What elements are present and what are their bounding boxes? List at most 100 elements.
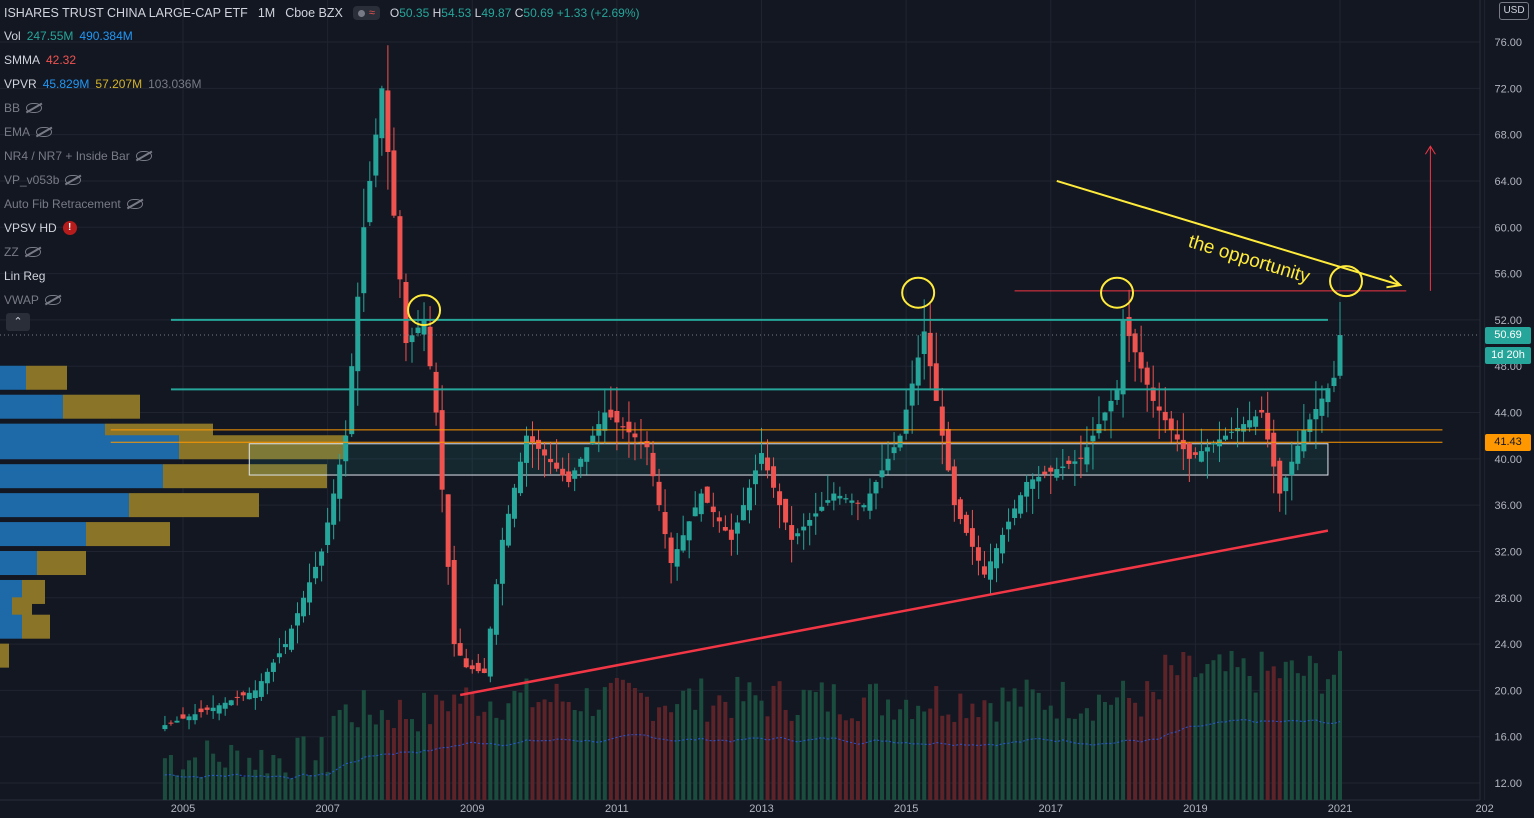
volume-bar (446, 711, 451, 800)
volume-bar (542, 699, 547, 800)
candle-body (704, 486, 710, 503)
indicator-row[interactable]: EMA (4, 120, 784, 144)
eye-hidden-icon[interactable] (36, 127, 53, 137)
y-axis-tick-label: 52.00 (1494, 315, 1522, 327)
candle-body (626, 421, 632, 433)
indicator-row[interactable]: VWAP (4, 288, 784, 312)
volume-bar (1301, 675, 1306, 800)
eye-hidden-icon[interactable] (65, 175, 82, 185)
candle-body (1289, 461, 1295, 476)
x-axis-tick-label: 2007 (315, 803, 339, 815)
candle-body (530, 436, 536, 443)
volume-bar (409, 719, 414, 800)
indicator-row[interactable]: Auto Fib Retracement (4, 192, 784, 216)
volume-bar (759, 700, 764, 800)
volume-bar (488, 701, 493, 800)
y-axis-tick-label: 16.00 (1494, 732, 1522, 744)
indicator-row[interactable]: Lin Reg (4, 264, 784, 288)
candle-body (288, 628, 294, 650)
indicator-row[interactable]: Vol 247.55M 490.384M (4, 24, 784, 48)
volume-bar (843, 720, 848, 800)
eye-hidden-icon[interactable] (44, 295, 61, 305)
volume-bar (1325, 679, 1330, 800)
candle-body (385, 90, 391, 152)
ohlc-low: 49.87 (481, 6, 512, 20)
volume-profile-bar-down (86, 522, 170, 547)
candle-body (1132, 333, 1138, 353)
indicator-row[interactable]: VPSV HD! (4, 216, 784, 240)
volume-profile-bar-down (179, 435, 347, 460)
candle-body (282, 644, 288, 648)
volume-profile-bar-down (0, 643, 9, 668)
volume-profile-bar-down (26, 365, 67, 390)
candle-body (734, 522, 740, 534)
candle-body (608, 409, 614, 418)
candle-body (337, 464, 343, 499)
candle-body (301, 597, 307, 617)
indicator-row[interactable]: ZZ (4, 240, 784, 264)
indicator-name: NR4 / NR7 + Inside Bar (4, 149, 130, 163)
candle-body (355, 296, 361, 372)
volume-bar (223, 767, 228, 800)
warning-icon[interactable]: ! (62, 221, 77, 235)
volume-bar (1163, 654, 1168, 800)
volume-bar (837, 714, 842, 800)
indicator-row[interactable]: VP_v053b (4, 168, 784, 192)
volume-bar (1211, 660, 1216, 800)
candle-body (252, 690, 258, 699)
candle-body (475, 662, 481, 672)
volume-bar (187, 760, 192, 800)
volume-bar (464, 687, 469, 800)
volume-bar (994, 721, 999, 800)
volume-bar (1042, 709, 1047, 800)
candle-body (668, 537, 674, 564)
volume-profile-bar-down (163, 464, 327, 489)
indicator-row[interactable]: SMMA 42.32 (4, 48, 784, 72)
eye-hidden-icon[interactable] (135, 151, 152, 161)
volume-bar (1012, 688, 1017, 800)
candle-body (457, 643, 463, 656)
candle-body (493, 584, 499, 635)
candle-body (1307, 419, 1313, 432)
symbol-title[interactable]: ISHARES TRUST CHINA LARGE-CAP ETF (4, 6, 248, 20)
eye-hidden-icon[interactable] (24, 247, 41, 257)
volume-bar (807, 690, 812, 800)
market-status-pill[interactable]: ≈ (352, 6, 380, 20)
candle-body (180, 714, 186, 719)
volume-profile-bar-down (63, 394, 140, 419)
highlight-circle (1100, 276, 1135, 309)
highlight-circle (1329, 265, 1364, 298)
volume-bar (1205, 664, 1210, 800)
candle-body (168, 722, 174, 724)
volume-bar (825, 711, 830, 800)
volume-bar (1247, 675, 1252, 800)
interval-label[interactable]: 1M (257, 6, 276, 20)
indicator-row[interactable]: VPVR 45.829M 57.207M 103.036M (4, 72, 784, 96)
candle-body (867, 493, 873, 511)
y-axis-tick-label: 68.00 (1494, 130, 1522, 142)
volume-bar (1271, 666, 1276, 800)
candle-body (505, 513, 511, 546)
candle-body (1241, 424, 1247, 432)
indicator-row[interactable]: BB (4, 96, 784, 120)
currency-badge[interactable]: USD (1499, 2, 1529, 20)
volume-bar (337, 709, 342, 800)
indicator-name: EMA (4, 125, 31, 139)
volume-bar (1265, 670, 1270, 800)
volume-bar (1000, 687, 1005, 800)
highlight-circle (901, 276, 936, 309)
y-axis-tick-label: 64.00 (1494, 176, 1522, 188)
volume-profile-bar-up (0, 464, 163, 489)
volume-bar (1187, 655, 1192, 800)
candle-body (644, 441, 650, 448)
eye-hidden-icon[interactable] (26, 103, 43, 113)
candle-body (186, 716, 192, 721)
volume-profile-bar-up (0, 614, 22, 639)
eye-hidden-icon[interactable] (126, 199, 143, 209)
indicator-name: ZZ (4, 245, 19, 259)
indicator-name: Vol (4, 29, 21, 43)
indicator-row[interactable]: NR4 / NR7 + Inside Bar (4, 144, 784, 168)
collapse-legend-button[interactable]: ⌃ (6, 313, 30, 331)
volume-bar (976, 717, 981, 800)
